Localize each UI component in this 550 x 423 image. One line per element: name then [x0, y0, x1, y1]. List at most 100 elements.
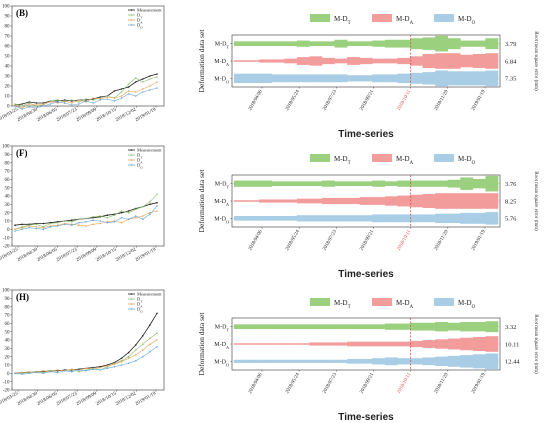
series-point	[78, 224, 80, 226]
series-point	[63, 102, 66, 104]
x-tick-label: 2018/11/20	[434, 372, 450, 394]
x-tick-label: 2018/07/23	[322, 372, 338, 395]
y-tick-label: 70	[5, 314, 11, 319]
series-point	[49, 222, 52, 225]
series-point	[142, 343, 144, 346]
series-point	[134, 77, 137, 79]
series-point	[149, 201, 151, 203]
rmse-value: 3.76	[505, 181, 517, 188]
series-point	[35, 226, 38, 228]
ribbon-panel-2: M-DT M-DA M-DO M-DT 3.76 M-DA 8.25 M-DO 5.76 2018…	[197, 154, 538, 280]
series-point	[63, 223, 66, 226]
y-axis-title: Deformation data set	[197, 312, 206, 376]
legend-marker	[130, 293, 133, 295]
legend-swatch	[310, 14, 330, 22]
legend-marker	[130, 303, 133, 305]
series-point	[156, 76, 158, 78]
y-tick-label: 60	[5, 322, 11, 327]
y-tick-label: 80	[5, 305, 11, 310]
series-point	[49, 370, 52, 373]
legend-label: M-DA	[396, 15, 414, 26]
x-tick-label: 2018/09/21	[360, 89, 376, 112]
series-point	[142, 349, 144, 351]
series-point	[85, 225, 87, 227]
series-point	[106, 96, 109, 98]
x-axis-title: Time-series	[338, 412, 394, 423]
rmse-value: 7.35	[505, 76, 516, 83]
series-point	[142, 78, 144, 80]
series-point	[49, 226, 52, 228]
series-point	[113, 90, 116, 92]
y-tick-label: 30	[5, 347, 11, 352]
series-point	[127, 210, 130, 212]
series-point	[78, 221, 80, 224]
series-point	[120, 211, 123, 214]
x-axis-title: Time-series	[338, 269, 394, 280]
line-panel-3: -20-1001020304050607080901002018/03/2520…	[0, 289, 165, 407]
legend-label: Measurement	[137, 148, 162, 153]
series-point	[28, 106, 31, 108]
y-tick-label: 90	[5, 15, 11, 20]
series-point	[71, 370, 73, 373]
series-point	[134, 344, 137, 346]
series-point	[99, 366, 101, 369]
series-point	[149, 337, 151, 340]
x-tick-label: 2018/10/11	[397, 229, 413, 251]
series-point	[63, 100, 66, 102]
legend-marker	[130, 298, 133, 300]
x-tick-label: 2018/10/15	[95, 107, 118, 123]
series-point	[35, 107, 38, 109]
series-point	[99, 220, 101, 222]
series-line-1	[14, 313, 158, 374]
series-point	[92, 368, 94, 371]
series-point	[134, 216, 137, 219]
series-point	[120, 210, 123, 212]
legend-label: DO	[137, 307, 143, 314]
series-point	[149, 85, 151, 87]
series-point	[149, 350, 151, 353]
series-point	[35, 227, 38, 230]
category-label: M-DT	[215, 42, 230, 50]
y-tick-label: 40	[5, 339, 11, 344]
x-tick-label: 2019/01/19	[135, 247, 158, 263]
series-point	[28, 225, 31, 227]
legend-marker	[130, 308, 133, 310]
x-tick-label: 2018/07/23	[322, 229, 338, 252]
y-tick-label: 50	[5, 55, 11, 60]
y-tick-label: 60	[5, 178, 11, 183]
series-point	[56, 371, 59, 374]
y-tick-label: 30	[5, 203, 11, 208]
legend-label: DO	[137, 163, 143, 170]
y-tick-label: 100	[2, 289, 10, 294]
legend-label: DO	[137, 23, 143, 30]
y-tick-label: -10	[3, 380, 10, 385]
series-point	[28, 103, 31, 105]
legend-label: DA	[137, 18, 143, 25]
x-tick-label: 2019/01/19	[471, 89, 487, 112]
series-point	[120, 97, 123, 99]
series-point	[78, 99, 80, 101]
x-tick-label: 2018/07/23	[56, 107, 79, 123]
legend-label: DT	[137, 13, 142, 20]
series-point	[71, 221, 73, 223]
y-tick-label: 0	[7, 228, 10, 233]
legend-label: Measurement	[137, 8, 162, 13]
legend-marker	[130, 154, 133, 156]
series-point	[142, 335, 144, 337]
series-point	[71, 219, 73, 221]
series-point	[56, 99, 59, 101]
ribbon-panel-1: M-DT M-DA M-DO M-DT 3.79 M-DA 6.84 M-DO 7.35 2018…	[197, 14, 538, 140]
series-point	[63, 370, 66, 372]
series-point	[99, 215, 101, 217]
series-point	[56, 369, 59, 371]
x-tick-label: 2018/05/24	[285, 89, 301, 112]
series-point	[106, 216, 109, 219]
series-point	[28, 226, 31, 229]
series-point	[120, 360, 123, 363]
y-tick-label: 70	[5, 170, 11, 175]
rmse-value: 12.44	[505, 359, 520, 366]
series-point	[127, 90, 130, 92]
legend-marker	[130, 164, 133, 166]
x-tick-label: 2019/01/19	[135, 391, 158, 407]
x-tick-label: 2018/09/09	[76, 107, 99, 123]
